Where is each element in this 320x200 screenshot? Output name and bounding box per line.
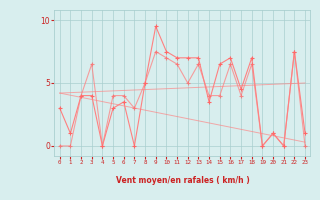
X-axis label: Vent moyen/en rafales ( km/h ): Vent moyen/en rafales ( km/h ) [116,176,249,185]
